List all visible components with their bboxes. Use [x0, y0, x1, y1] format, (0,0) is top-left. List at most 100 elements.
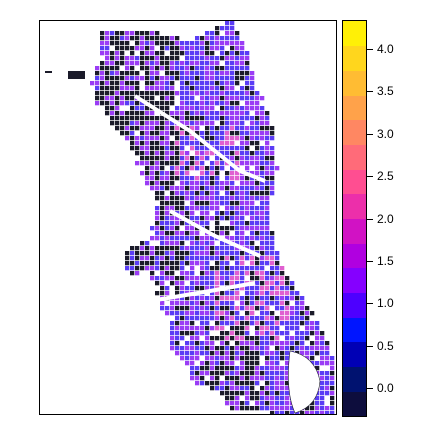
map-cell [155, 41, 160, 46]
map-cell [280, 276, 285, 281]
map-cell [250, 341, 255, 346]
map-cell [245, 136, 250, 141]
map-cell [250, 246, 255, 251]
map-cell [245, 196, 250, 201]
map-cell [240, 151, 245, 156]
map-cell [125, 261, 130, 266]
map-cell [165, 156, 170, 161]
map-cell [110, 121, 115, 126]
map-cell [200, 361, 205, 366]
map-cell [220, 186, 225, 191]
map-cell [265, 231, 270, 236]
map-cell [190, 201, 195, 206]
map-cell [150, 86, 155, 91]
map-cell [190, 261, 195, 266]
map-cell [270, 321, 275, 326]
map-cell [195, 296, 200, 301]
map-cell [170, 51, 175, 56]
map-cell [215, 371, 220, 376]
map-cell [245, 381, 250, 386]
map-cell [260, 226, 265, 231]
map-cell [265, 261, 270, 266]
map-cell [280, 376, 285, 381]
map-cell [260, 326, 265, 331]
map-cell [235, 126, 240, 131]
map-cell [225, 276, 230, 281]
map-cell [120, 41, 125, 46]
map-cell [165, 66, 170, 71]
map-cell [140, 76, 145, 81]
map-cell [210, 216, 215, 221]
map-cell [195, 151, 200, 156]
map-cell [155, 101, 160, 106]
map-cell [125, 41, 130, 46]
map-cell [225, 41, 230, 46]
map-cell [150, 31, 155, 36]
map-cell [230, 346, 235, 351]
map-cell [140, 146, 145, 151]
map-cell [245, 326, 250, 331]
map-cell [205, 106, 210, 111]
map-cell [320, 411, 325, 414]
map-cell [240, 106, 245, 111]
map-cell [310, 326, 315, 331]
map-cell [160, 186, 165, 191]
map-cell [260, 166, 265, 171]
map-cell [260, 106, 265, 111]
map-cell [250, 381, 255, 386]
map-cell [215, 191, 220, 196]
map-cell [135, 111, 140, 116]
map-cell [200, 256, 205, 261]
map-cell [200, 296, 205, 301]
map-cell [225, 186, 230, 191]
map-cell [190, 51, 195, 56]
map-cell [275, 401, 280, 406]
map-cell [100, 61, 105, 66]
map-cell [210, 316, 215, 321]
map-cell [235, 101, 240, 106]
map-cell [180, 251, 185, 256]
map-cell [160, 176, 165, 181]
map-cell [235, 396, 240, 401]
map-cell [175, 106, 180, 111]
map-cell [235, 376, 240, 381]
map-cell [195, 286, 200, 291]
map-cell [250, 301, 255, 306]
map-cell [165, 276, 170, 281]
map-cell [105, 96, 110, 101]
map-cell [115, 66, 120, 71]
map-cell [120, 121, 125, 126]
map-cell [245, 96, 250, 101]
map-cell [230, 406, 235, 411]
map-cell [270, 171, 275, 176]
map-cell [250, 91, 255, 96]
map-cell [175, 301, 180, 306]
map-cell [280, 396, 285, 401]
map-cell [230, 146, 235, 151]
map-cell [145, 136, 150, 141]
map-cell [130, 261, 135, 266]
map-cell [120, 86, 125, 91]
map-cell [180, 266, 185, 271]
map-cell [145, 31, 150, 36]
map-cell [175, 186, 180, 191]
map-cell [195, 216, 200, 221]
map-cell [210, 166, 215, 171]
map-cell [210, 91, 215, 96]
map-cell [180, 256, 185, 261]
map-cell [250, 266, 255, 271]
map-cell [250, 311, 255, 316]
map-cell [170, 331, 175, 336]
map-cell [155, 136, 160, 141]
map-cell [255, 366, 260, 371]
map-cell [290, 321, 295, 326]
map-cell [175, 111, 180, 116]
map-cell [225, 196, 230, 201]
map-cell [200, 111, 205, 116]
map-cell [165, 126, 170, 131]
map-cell [210, 246, 215, 251]
map-cell [275, 351, 280, 356]
map-cell [330, 406, 335, 411]
map-cell [180, 81, 185, 86]
map-cell [220, 56, 225, 61]
